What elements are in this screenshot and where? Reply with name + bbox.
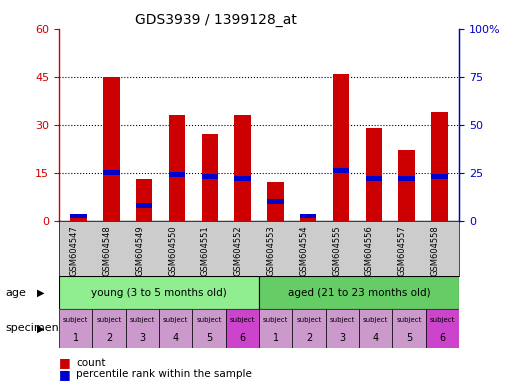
Bar <box>426 309 459 348</box>
Text: subject: subject <box>430 317 455 323</box>
Bar <box>300 214 317 218</box>
Bar <box>359 309 392 348</box>
Text: subject: subject <box>330 317 355 323</box>
Text: ■: ■ <box>59 356 71 369</box>
Text: subject: subject <box>230 317 255 323</box>
Text: 2: 2 <box>306 333 312 343</box>
Text: 5: 5 <box>206 333 212 343</box>
Text: GDS3939 / 1399128_at: GDS3939 / 1399128_at <box>134 13 297 27</box>
Text: 4: 4 <box>373 333 379 343</box>
Text: count: count <box>76 358 106 368</box>
Text: aged (21 to 23 months old): aged (21 to 23 months old) <box>288 288 430 298</box>
Text: subject: subject <box>196 317 222 323</box>
Text: 5: 5 <box>406 333 412 343</box>
Text: subject: subject <box>130 317 155 323</box>
Text: GSM604557: GSM604557 <box>398 225 407 276</box>
Text: 1: 1 <box>273 333 279 343</box>
Text: 6: 6 <box>240 333 245 343</box>
Text: subject: subject <box>63 317 88 323</box>
Bar <box>366 176 382 181</box>
Bar <box>399 176 415 181</box>
Text: 2: 2 <box>106 333 112 343</box>
Bar <box>326 309 359 348</box>
Bar <box>59 309 92 348</box>
Text: 6: 6 <box>440 333 445 343</box>
Bar <box>392 309 426 348</box>
Text: GSM604555: GSM604555 <box>332 225 341 276</box>
Bar <box>300 214 317 221</box>
Text: 3: 3 <box>140 333 145 343</box>
Text: ▶: ▶ <box>37 288 45 298</box>
Bar <box>70 214 87 218</box>
Text: GSM604558: GSM604558 <box>430 225 440 276</box>
Text: 3: 3 <box>340 333 345 343</box>
Text: GSM604547: GSM604547 <box>70 225 78 276</box>
Bar <box>159 309 192 348</box>
Bar <box>169 115 185 221</box>
Text: GSM604550: GSM604550 <box>168 225 177 276</box>
Bar <box>202 174 218 179</box>
Bar <box>259 276 459 309</box>
Bar <box>169 172 185 177</box>
Text: ■: ■ <box>59 368 71 381</box>
Text: 1: 1 <box>73 333 78 343</box>
Bar <box>192 309 226 348</box>
Bar <box>431 112 448 221</box>
Text: subject: subject <box>397 317 422 323</box>
Text: age: age <box>5 288 26 298</box>
Bar <box>399 151 415 221</box>
Text: ▶: ▶ <box>37 323 45 333</box>
Bar <box>126 309 159 348</box>
Bar <box>70 214 87 221</box>
Bar <box>92 309 126 348</box>
Bar <box>259 309 292 348</box>
Bar <box>136 179 152 221</box>
Text: 4: 4 <box>173 333 179 343</box>
Text: GSM604551: GSM604551 <box>201 225 210 276</box>
Text: subject: subject <box>263 317 288 323</box>
Text: young (3 to 5 months old): young (3 to 5 months old) <box>91 288 227 298</box>
Bar <box>103 77 120 221</box>
Text: subject: subject <box>297 317 322 323</box>
Text: percentile rank within the sample: percentile rank within the sample <box>76 369 252 379</box>
Bar <box>333 169 349 173</box>
Bar <box>59 276 259 309</box>
Bar <box>267 199 284 204</box>
Text: GSM604552: GSM604552 <box>233 225 243 276</box>
Bar <box>103 170 120 175</box>
Bar <box>292 309 326 348</box>
Text: subject: subject <box>96 317 122 323</box>
Text: subject: subject <box>363 317 388 323</box>
Text: GSM604553: GSM604553 <box>266 225 275 276</box>
Bar <box>267 182 284 221</box>
Bar <box>366 128 382 221</box>
Bar <box>431 174 448 179</box>
Text: GSM604548: GSM604548 <box>103 225 111 276</box>
Text: subject: subject <box>163 317 188 323</box>
Bar <box>202 134 218 221</box>
Text: GSM604556: GSM604556 <box>365 225 374 276</box>
Bar <box>333 74 349 221</box>
Text: specimen: specimen <box>5 323 59 333</box>
Bar <box>136 203 152 208</box>
Bar <box>234 115 251 221</box>
Bar <box>234 176 251 181</box>
Bar <box>226 309 259 348</box>
Text: GSM604554: GSM604554 <box>299 225 308 276</box>
Text: GSM604549: GSM604549 <box>135 225 144 276</box>
